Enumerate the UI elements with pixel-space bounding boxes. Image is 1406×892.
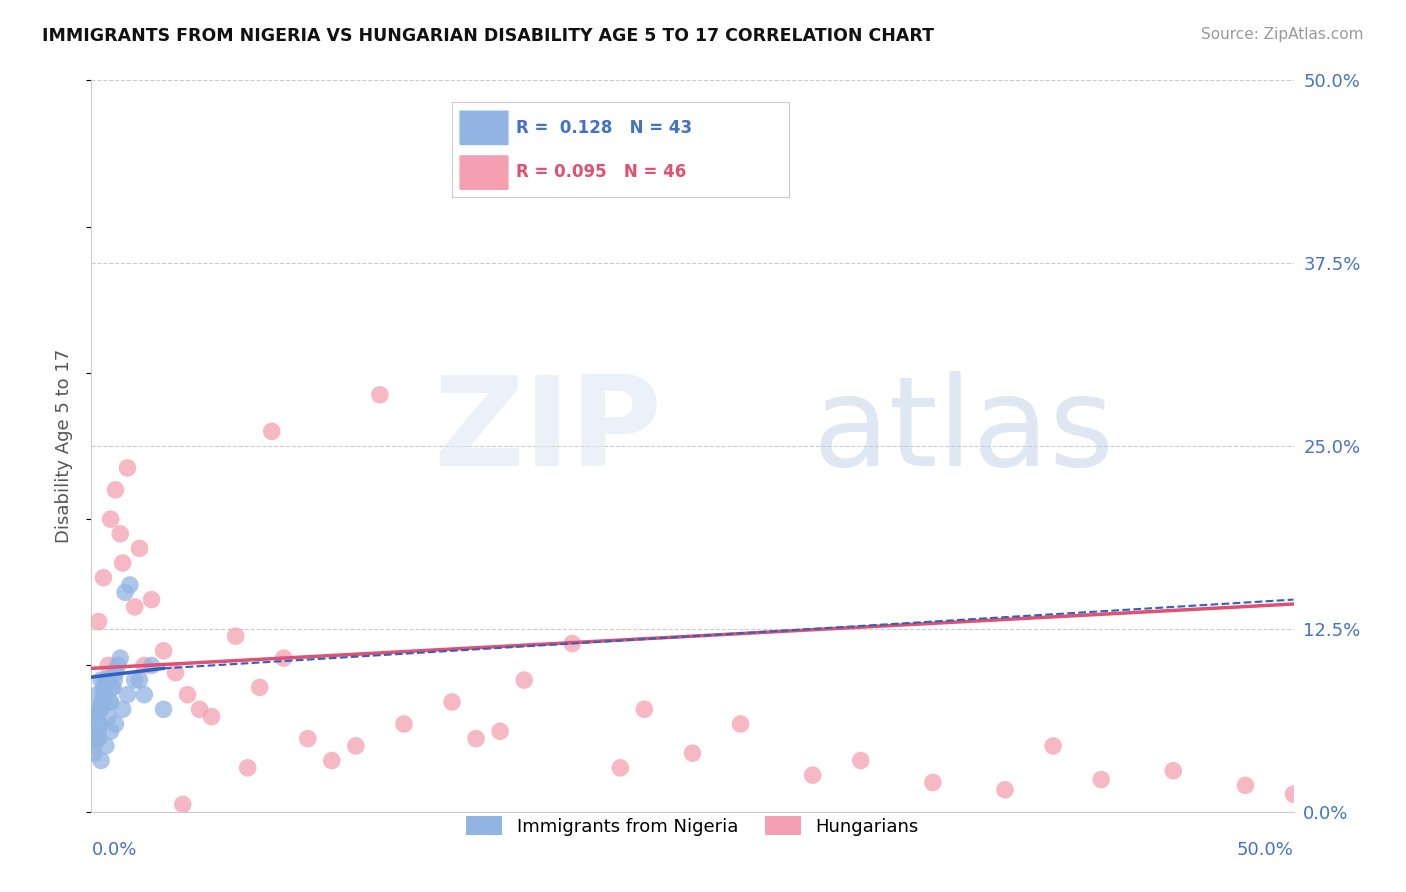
Point (801, 768, 824, 782)
Point (117, 688, 139, 702)
Point (87, 731, 110, 746)
Point (97, 658, 120, 673)
Point (104, 665, 127, 680)
Point (110, 651, 132, 665)
Point (84, 709, 107, 723)
Point (152, 644, 174, 658)
Point (513, 673, 536, 687)
Point (260, 425, 283, 439)
Point (1234, 778, 1257, 792)
Point (100, 695, 122, 709)
Point (104, 717, 127, 731)
Point (124, 599, 146, 614)
Point (101, 681, 124, 695)
Legend: Immigrants from Nigeria, Hungarians: Immigrants from Nigeria, Hungarians (458, 809, 927, 843)
Text: 0.0%: 0.0% (91, 841, 136, 859)
Point (994, 782, 1017, 797)
Point (1042, 739, 1064, 753)
Point (297, 731, 319, 746)
Point (87, 615, 110, 629)
Point (86, 717, 108, 731)
Point (83, 739, 105, 753)
Point (98, 695, 121, 709)
Point (368, 388, 391, 402)
Point (141, 658, 163, 673)
Point (236, 761, 259, 775)
Point (152, 702, 174, 716)
Point (96, 673, 118, 687)
Point (94, 673, 117, 687)
Point (440, 695, 463, 709)
Point (82, 724, 104, 739)
Point (249, 681, 271, 695)
Text: IMMIGRANTS FROM NIGERIA VS HUNGARIAN DISABILITY AGE 5 TO 17 CORRELATION CHART: IMMIGRANTS FROM NIGERIA VS HUNGARIAN DIS… (42, 27, 934, 45)
Text: Source: ZipAtlas.com: Source: ZipAtlas.com (1201, 27, 1364, 42)
Point (87, 724, 110, 739)
Point (104, 483, 127, 497)
Point (111, 702, 134, 716)
Point (91, 695, 114, 709)
Point (200, 709, 222, 723)
Point (84, 702, 107, 716)
Point (633, 702, 655, 716)
Point (90, 673, 112, 687)
Text: atlas: atlas (813, 371, 1115, 491)
Point (101, 681, 124, 695)
Point (100, 724, 122, 739)
Point (89, 702, 111, 716)
Point (84, 709, 107, 723)
Point (128, 541, 150, 556)
Point (93, 688, 115, 702)
Point (93, 688, 115, 702)
Text: 50.0%: 50.0% (1237, 841, 1294, 859)
Point (84, 731, 107, 746)
Point (1161, 764, 1184, 778)
Point (86, 688, 108, 702)
Point (103, 673, 125, 687)
Point (134, 658, 156, 673)
Point (107, 658, 129, 673)
Point (465, 731, 488, 746)
Point (117, 461, 139, 475)
Point (609, 761, 631, 775)
Point (134, 688, 156, 702)
Point (489, 724, 512, 739)
Point (273, 651, 295, 665)
Point (922, 775, 945, 789)
Point (730, 717, 752, 731)
Point (93, 681, 115, 695)
Point (83, 746, 105, 760)
Point (321, 754, 343, 768)
Point (225, 629, 247, 643)
Point (90, 754, 112, 768)
Point (165, 665, 187, 680)
Point (90, 702, 112, 716)
Point (100, 512, 122, 526)
Point (111, 556, 134, 570)
Point (849, 754, 872, 768)
Point (118, 578, 141, 592)
Point (94, 739, 117, 753)
Point (124, 673, 146, 687)
Point (176, 688, 198, 702)
Point (561, 636, 583, 650)
Point (110, 526, 132, 541)
Point (172, 797, 194, 812)
Point (141, 592, 163, 607)
Point (344, 739, 367, 753)
Point (681, 746, 703, 760)
Point (128, 673, 150, 687)
Point (188, 702, 211, 716)
Point (97, 709, 120, 723)
Point (93, 571, 115, 585)
Point (392, 717, 415, 731)
Y-axis label: Disability Age 5 to 17: Disability Age 5 to 17 (55, 349, 73, 543)
Point (1090, 772, 1112, 787)
Point (89, 717, 111, 731)
Point (114, 585, 136, 599)
Text: ZIP: ZIP (434, 371, 662, 491)
Point (1282, 787, 1305, 801)
